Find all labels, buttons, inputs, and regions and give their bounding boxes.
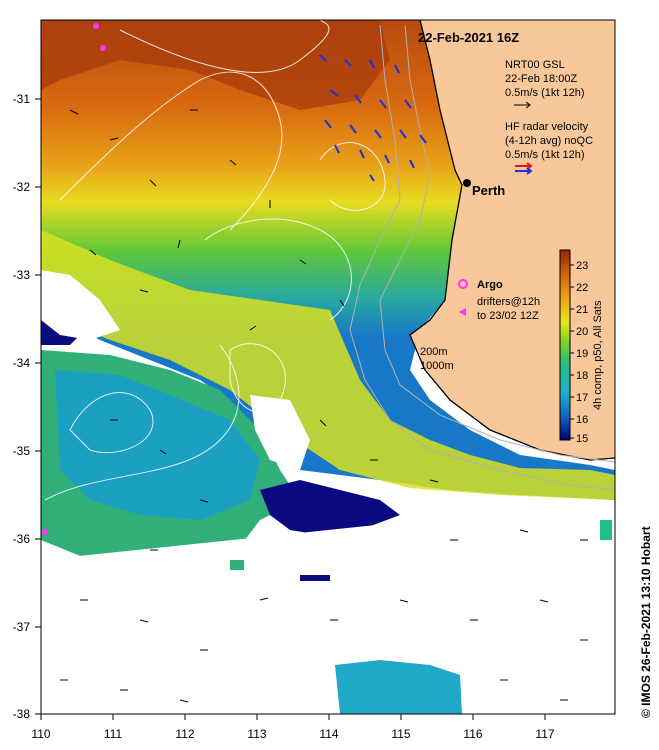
ssh-contours — [44, 20, 386, 501]
legend-drifters-2: to 23/02 12Z — [477, 310, 539, 322]
lat-tick-label: -32 — [13, 180, 31, 194]
lon-tick-label: 117 — [535, 727, 554, 741]
map-border — [40, 19, 616, 715]
lat-tick-label: -38 — [13, 707, 31, 721]
sst-cyan-patch — [55, 370, 260, 520]
lon-tick-label: 112 — [175, 727, 194, 741]
colorbar — [559, 249, 571, 441]
legend-hf-title: HF radar velocity — [505, 121, 589, 133]
legend-gsl-title: NRT00 GSL — [505, 59, 565, 71]
isobath-200m — [379, 24, 615, 463]
hf-radar-arrows — [319, 54, 427, 182]
legend-gsl-time: 22-Feb 18:00Z — [505, 73, 577, 85]
colorbar-tick-label: 15 — [576, 433, 588, 445]
lat-tick-label: -35 — [13, 444, 31, 458]
coastline — [409, 20, 615, 461]
legend-gsl-arrow — [514, 101, 531, 109]
drifter-marker-nw — [93, 23, 99, 29]
legend-hf-sub: (4-12h avg) noQC — [505, 135, 593, 147]
credit-text: © IMOS 26-Feb-2021 13:10 Hobart — [639, 526, 653, 718]
colorbar-tick-label: 16 — [576, 414, 588, 426]
lon-tick-label: 114 — [319, 727, 338, 741]
legend-argo: Argo — [477, 279, 503, 291]
sst-cyan-south — [335, 660, 462, 714]
isobath-label-200m: 200m — [420, 346, 448, 358]
legend-drifters-1: drifters@12h — [477, 296, 540, 308]
lon-tick-label: 113 — [247, 727, 266, 741]
lat-tick-label: -31 — [13, 92, 31, 106]
legend-hf-arrow-blue — [515, 167, 533, 175]
city-label-perth: Perth — [472, 183, 505, 198]
lat-tick-label: -36 — [13, 532, 31, 546]
colorbar-ticks — [570, 264, 574, 439]
sst-speck — [600, 520, 612, 540]
colorbar-tick-label: 18 — [576, 370, 588, 382]
legend-gsl-scale: 0.5m/s (1kt 12h) — [505, 87, 584, 99]
gsl-velocity-arrows — [60, 109, 588, 703]
legend-hf-scale: 0.5m/s (1kt 12h) — [505, 149, 584, 161]
sst-cold-patch — [260, 480, 400, 535]
drifter-marker-sw — [42, 529, 48, 535]
drifter-marker — [459, 308, 466, 316]
cloud-gap-west — [41, 270, 120, 340]
sst-field-north — [41, 20, 615, 500]
lat-tick-label: -34 — [13, 356, 31, 370]
lat-tick-label: -37 — [13, 620, 31, 634]
lat-tick-label: -33 — [13, 268, 31, 282]
lon-tick-label: 116 — [463, 727, 482, 741]
sst-warm-core — [41, 20, 390, 110]
isobath-label-1000m: 1000m — [420, 360, 454, 372]
perth-marker — [463, 179, 471, 187]
sst-yellow-band — [41, 230, 615, 500]
lon-tick-label: 111 — [104, 727, 123, 741]
colorbar-tick-label: 17 — [576, 392, 588, 404]
cloud-gap-central — [250, 395, 310, 470]
colorbar-tick-label: 20 — [576, 326, 588, 338]
sst-speck — [300, 575, 330, 581]
drifter-marker-nw — [100, 45, 106, 51]
argo-float-marker — [458, 279, 468, 289]
cloud-gap-south — [41, 500, 615, 714]
lon-tick-label: 115 — [391, 727, 410, 741]
colorbar-tick-label: 19 — [576, 348, 588, 360]
lon-tick-label: 110 — [31, 727, 50, 741]
colorbar-tick-label: 23 — [576, 260, 588, 272]
sst-speck — [230, 560, 244, 570]
isobath-1000m — [349, 24, 615, 491]
axis-ticks — [35, 98, 546, 720]
colorbar-tick-label: 22 — [576, 282, 588, 294]
colorbar-label: 4h comp, p50, All Sats — [592, 300, 604, 410]
colorbar-tick-label: 21 — [576, 304, 588, 316]
map-title: 22-Feb-2021 16Z — [418, 30, 519, 45]
